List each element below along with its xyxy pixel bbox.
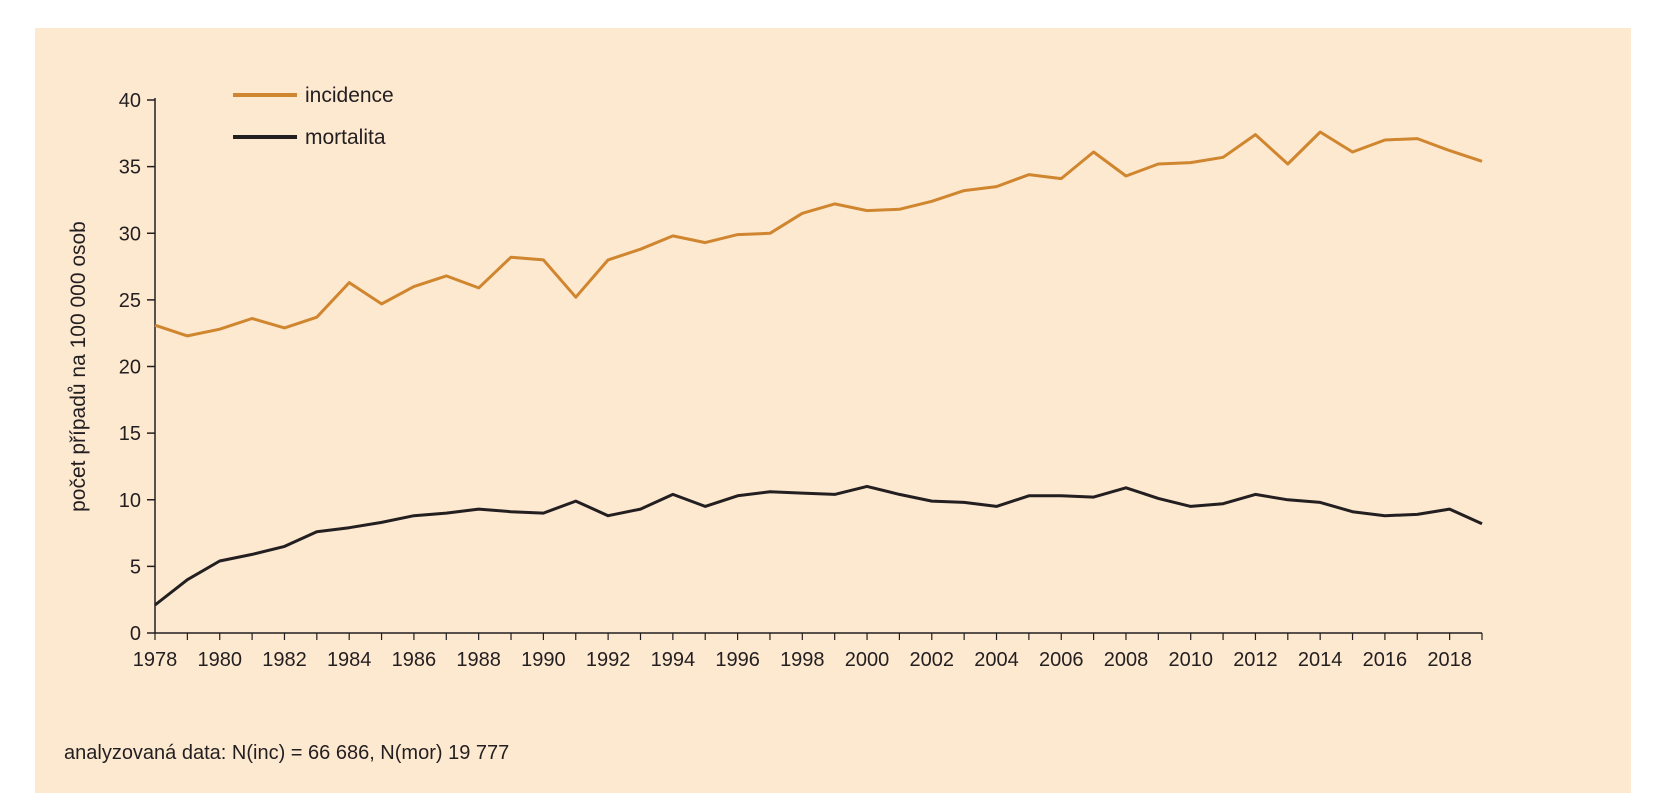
line-chart: 0 5 10 15 20 25 30 35 40 1978 1980 1982 1984 1986 1988… xyxy=(67,84,1483,671)
series-line-incidence xyxy=(154,130,1483,338)
y-tick-label: 0 xyxy=(130,623,141,645)
x-tick-label: 1982 xyxy=(262,649,307,671)
y-tick-label: 30 xyxy=(119,223,141,245)
x-tick-label: 1984 xyxy=(327,649,372,671)
x-tick-label: 1994 xyxy=(651,649,696,671)
footnote: analyzovaná data: N(inc) = 66 686, N(mor… xyxy=(64,742,510,764)
chart-panel: 0 5 10 15 20 25 30 35 40 1978 1980 1982 1984 1986 1988… xyxy=(35,28,1631,793)
x-tick-label: 1986 xyxy=(392,649,437,671)
y-axis-label: počet případů na 100 000 osob xyxy=(67,221,90,512)
x-tick-label: 2002 xyxy=(910,649,955,671)
x-tick-label: 2012 xyxy=(1233,649,1278,671)
x-tick-label: 1978 xyxy=(133,649,178,671)
x-tick-label: 2010 xyxy=(1168,649,1213,671)
x-tick-label: 1998 xyxy=(780,649,825,671)
x-tick-label: 2000 xyxy=(845,649,890,671)
x-tick-label: 2014 xyxy=(1298,649,1343,671)
y-tick-label: 20 xyxy=(119,357,141,379)
x-tick-label: 2008 xyxy=(1104,649,1149,671)
x-tick-label: 1996 xyxy=(715,649,760,671)
x-tick-label: 2006 xyxy=(1039,649,1084,671)
y-tick-label: 15 xyxy=(119,423,141,445)
legend-label-mortalita: mortalita xyxy=(305,126,386,149)
y-tick-label: 35 xyxy=(119,157,141,179)
y-tick-label: 10 xyxy=(119,490,141,512)
series-line-mortalita xyxy=(154,484,1483,607)
x-tick-label: 1980 xyxy=(197,649,242,671)
x-tick-label: 1992 xyxy=(586,649,631,671)
x-tick-label: 2016 xyxy=(1363,649,1408,671)
y-tick-label: 40 xyxy=(119,90,141,112)
y-tick-label: 5 xyxy=(130,556,141,578)
x-tick-label: 1988 xyxy=(456,649,501,671)
x-tick-label: 2004 xyxy=(974,649,1019,671)
legend-label-incidence: incidence xyxy=(305,84,394,107)
x-tick-label: 1990 xyxy=(521,649,566,671)
y-tick-label: 25 xyxy=(119,290,141,312)
x-tick-label: 2018 xyxy=(1427,649,1472,671)
